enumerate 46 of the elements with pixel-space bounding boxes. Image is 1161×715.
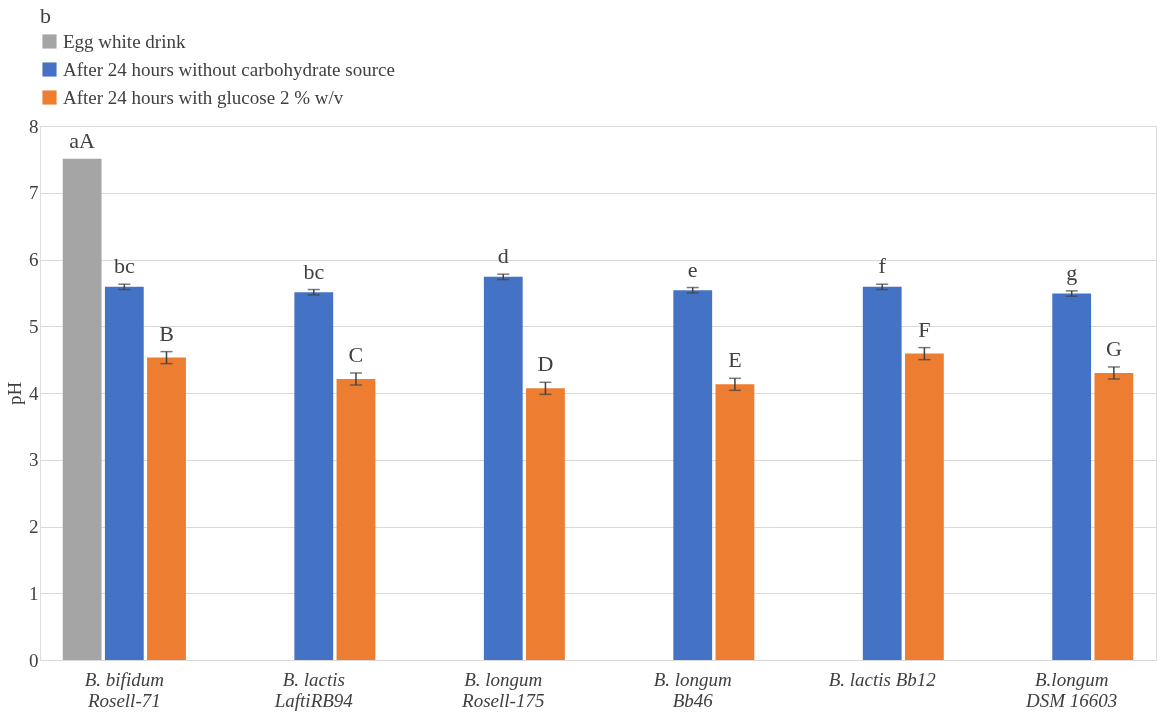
y-tick-label: 6 xyxy=(29,249,39,270)
x-tick-label: B. longum Rosell-175 xyxy=(461,668,545,711)
y-axis-title: pH xyxy=(4,381,25,406)
x-tick-label: B. bifidum Rosell-71 xyxy=(84,668,164,711)
data-label: g xyxy=(1066,259,1078,285)
legend-label: After 24 hours with glucose 2 % w/v xyxy=(63,86,344,108)
bar xyxy=(1094,372,1134,660)
legend-label: After 24 hours without carbohydrate source xyxy=(63,58,395,80)
x-tick-label: B.longum DSM 16603 xyxy=(1025,668,1118,711)
data-label: d xyxy=(497,243,509,269)
data-label: E xyxy=(728,347,742,373)
bar xyxy=(526,388,565,660)
y-tick-label: 5 xyxy=(29,315,39,337)
y-tick-label: 1 xyxy=(29,582,39,604)
data-label: D xyxy=(537,351,554,377)
data-label: F xyxy=(918,316,931,342)
bar xyxy=(673,290,713,660)
bar xyxy=(336,378,376,660)
y-tick-label: 2 xyxy=(29,516,39,537)
bar xyxy=(294,292,334,660)
x-tick-label: B. lactis LaftiRB94 xyxy=(273,668,354,711)
bar xyxy=(904,353,944,660)
data-label: f xyxy=(878,253,887,279)
y-tick-label: 3 xyxy=(29,449,39,471)
data-label: C xyxy=(348,341,364,367)
bar xyxy=(715,384,755,660)
y-tick-label: 0 xyxy=(29,649,39,671)
text: b xyxy=(40,3,51,28)
bar xyxy=(862,286,902,660)
data-label: B xyxy=(159,320,174,346)
bar xyxy=(104,286,144,660)
y-tick-label: 7 xyxy=(29,182,39,204)
data-label: aA xyxy=(69,127,96,153)
bar xyxy=(483,276,523,660)
bar xyxy=(147,357,186,660)
x-tick-label: B. lactis Bb12 xyxy=(828,668,937,690)
bar xyxy=(62,158,102,660)
data-label: bc xyxy=(113,253,135,279)
data-label: G xyxy=(1105,335,1122,361)
y-tick-label: 8 xyxy=(29,115,39,137)
y-tick-label: 4 xyxy=(29,382,39,404)
data-label: e xyxy=(687,256,698,282)
data-label: bc xyxy=(303,258,325,284)
legend-label: Egg white drink xyxy=(63,30,186,52)
bar xyxy=(1052,293,1092,660)
x-tick-label: B. longum Bb46 xyxy=(653,668,732,711)
